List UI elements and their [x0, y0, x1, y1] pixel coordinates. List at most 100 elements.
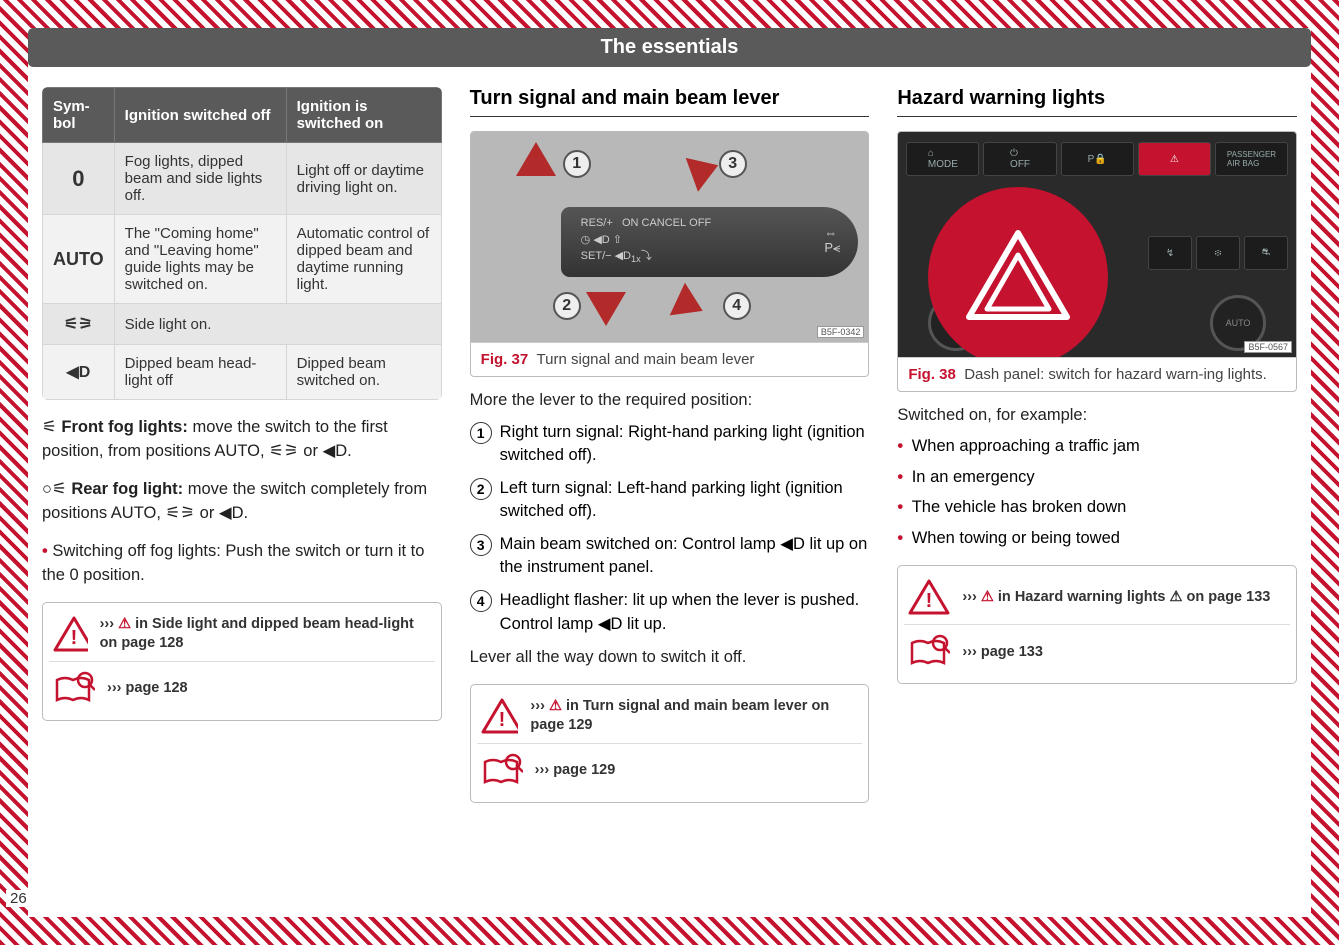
col2-outro: Lever all the way down to switch it off. — [470, 646, 870, 670]
front-fog-label: Front fog lights: — [61, 418, 187, 436]
arrow-2-icon — [586, 292, 626, 326]
col2-ref-page: page 129 — [553, 762, 615, 778]
arrows-icon: ››› — [962, 644, 977, 660]
dash-row-1: ⌂ MODE ⏻ OFF P🔒 ⚠ PASSENGER AIR BAG — [898, 132, 1296, 186]
front-fog-para: ⚟ Front fog lights: move the switch to t… — [42, 416, 442, 464]
fig37-image: RES/+ ON CANCEL OFF◷ ◀D ⇧SET/− ◀D1x⤵ ⇔P⪪… — [471, 132, 869, 342]
callout-2: 2 — [553, 292, 581, 320]
warning-triangle-icon: ! — [481, 697, 519, 735]
list-item: 3Main beam switched on: Control lamp ◀D … — [470, 533, 870, 579]
col-2: Turn signal and main beam lever RES/+ ON… — [470, 87, 870, 803]
fig38-no: Fig. 38 — [908, 366, 956, 383]
arrow-4-icon — [669, 283, 710, 327]
fig38-code: B5F-0567 — [1244, 341, 1292, 353]
list-item: 4Headlight flasher: lit up when the leve… — [470, 589, 870, 635]
arrows-icon: ››› — [962, 589, 977, 605]
col2-intro: More the lever to the required position: — [470, 389, 870, 413]
fig38-caption: Fig. 38 Dash panel: switch for hazard wa… — [898, 357, 1296, 391]
cell: Dipped beam head-light off — [114, 345, 286, 400]
svg-text:!: ! — [498, 709, 505, 731]
dash-btn: ⏻ OFF — [983, 142, 1056, 176]
rear-fog-label: Rear fog light: — [71, 480, 183, 498]
fig37-code: B5F-0342 — [817, 326, 865, 338]
book-icon — [53, 670, 95, 708]
table-row: AUTO The "Coming home" and "Leaving home… — [43, 215, 442, 304]
arrow-1-icon — [516, 142, 556, 176]
li-text: Left turn signal: Left-hand parking ligh… — [500, 479, 843, 520]
ref-warn-row: ! ››› ⚠ in Hazard warning lights ⚠ on pa… — [904, 570, 1290, 624]
ref-box-col1: ! ››› ⚠ in Side light and dipped beam he… — [42, 602, 442, 721]
arrows-icon: ››› — [530, 698, 545, 714]
ref-warn-row: ! ››› ⚠ in Side light and dipped beam he… — [49, 607, 435, 661]
list-item: 2Left turn signal: Left-hand parking lig… — [470, 477, 870, 523]
fig37: RES/+ ON CANCEL OFF◷ ◀D ⇧SET/− ◀D1x⤵ ⇔P⪪… — [470, 131, 870, 377]
callout-1: 1 — [563, 150, 591, 178]
ref-box-col3: ! ››› ⚠ in Hazard warning lights ⚠ on pa… — [897, 565, 1297, 684]
cell: Dipped beam switched on. — [286, 345, 441, 400]
ref-warn-text: ››› ⚠ in Hazard warning lights ⚠ on page… — [962, 588, 1270, 607]
table-header-row: Sym- bol Ignition switched off Ignition … — [43, 88, 442, 143]
switch-off-text: Switching off fog lights: Push the switc… — [42, 542, 424, 584]
columns: Sym- bol Ignition switched off Ignition … — [28, 87, 1311, 803]
sym-auto: AUTO — [43, 215, 115, 304]
li-text: Right turn signal: Right-hand parking li… — [500, 423, 865, 464]
ref-page-row: ››› page 133 — [904, 624, 1290, 679]
page-number: 26 — [6, 890, 31, 907]
ref-warn-text: ››› ⚠ in Side light and dipped beam head… — [100, 615, 431, 653]
ref-page-row: ››› page 128 — [49, 661, 435, 716]
li-text: The vehicle has broken down — [912, 498, 1127, 516]
dash-btn: ፨ — [1196, 236, 1240, 270]
ref-page-text: ››› page 133 — [962, 643, 1043, 662]
ref1-page: page 128 — [126, 680, 188, 696]
ref-box-col2: ! ››› ⚠ in Turn signal and main beam lev… — [470, 684, 870, 803]
svg-text:!: ! — [71, 627, 78, 649]
fig37-no: Fig. 37 — [481, 351, 529, 368]
dash-btn: PASSENGER AIR BAG — [1215, 142, 1288, 176]
col-1: Sym- bol Ignition switched off Ignition … — [42, 87, 442, 803]
light-switch-table: Sym- bol Ignition switched off Ignition … — [42, 87, 442, 400]
page-content: The essentials Sym- bol Ignition switche… — [28, 28, 1311, 917]
ref-page-text: ››› page 128 — [107, 679, 188, 698]
col3-intro: Switched on, for example: — [897, 404, 1297, 428]
dash-btn: P🔒 — [1061, 142, 1134, 176]
li-text: Main beam switched on: Control lamp ◀D l… — [500, 535, 868, 576]
warning-triangle-icon: ! — [53, 615, 88, 653]
fig37-cap-text: Turn signal and main beam lever — [537, 351, 755, 368]
ref-page-row: ››› page 129 — [477, 743, 863, 798]
sym-sidelight: ⚟⚞ — [43, 304, 115, 345]
sym-0: 0 — [43, 143, 115, 215]
rear-fog-para: ○⚟ Rear fog light: move the switch compl… — [42, 478, 442, 526]
th-on: Ignition is switched on — [286, 88, 441, 143]
arrow-3-icon — [685, 148, 724, 191]
li-text: Headlight flasher: lit up when the lever… — [500, 591, 860, 632]
warn-glyph-icon: ⚠ — [549, 698, 562, 714]
li-text: When towing or being towed — [912, 529, 1120, 547]
list-item: When towing or being towed — [897, 526, 1297, 551]
col3-ref-page: page 133 — [981, 644, 1043, 660]
th-off: Ignition switched off — [114, 88, 286, 143]
warn-glyph-icon: ⚠ — [118, 616, 131, 632]
fig38-image: ⌂ MODE ⏻ OFF P🔒 ⚠ PASSENGER AIR BAG ↯ ፨ … — [898, 132, 1296, 357]
fig38: ⌂ MODE ⏻ OFF P🔒 ⚠ PASSENGER AIR BAG ↯ ፨ … — [897, 131, 1297, 392]
ref1-warn: in Side light and dipped beam head-light… — [100, 616, 414, 651]
ref-warn-text: ››› ⚠ in Turn signal and main beam lever… — [530, 697, 858, 735]
th-symbol: Sym- bol — [43, 88, 115, 143]
dashboard-graphic: ⌂ MODE ⏻ OFF P🔒 ⚠ PASSENGER AIR BAG ↯ ፨ … — [898, 132, 1296, 357]
list-item: In an emergency — [897, 465, 1297, 490]
callout-3: 3 — [719, 150, 747, 178]
col3-ref-warn: in Hazard warning lights ⚠ on page 133 — [998, 589, 1270, 605]
col3-heading: Hazard warning lights — [897, 87, 1297, 117]
table-row: ◀D Dipped beam head-light off Dipped bea… — [43, 345, 442, 400]
cell: Light off or daytime driving light on. — [286, 143, 441, 215]
dash-btn-hazard: ⚠ — [1138, 142, 1211, 176]
warning-triangle-icon: ! — [908, 578, 950, 616]
fig38-cap-text: Dash panel: switch for hazard warn-ing l… — [964, 366, 1267, 383]
cell: Side light on. — [114, 304, 441, 345]
cell: The "Coming home" and "Leaving home" gui… — [114, 215, 286, 304]
list-item: 1Right turn signal: Right-hand parking l… — [470, 421, 870, 467]
ref-warn-row: ! ››› ⚠ in Turn signal and main beam lev… — [477, 689, 863, 743]
dash-btn: ⛐ — [1244, 236, 1288, 270]
col2-ref-warn: in Turn signal and main beam lever on pa… — [530, 698, 829, 733]
callout-4: 4 — [723, 292, 751, 320]
sym-dipped: ◀D — [43, 345, 115, 400]
